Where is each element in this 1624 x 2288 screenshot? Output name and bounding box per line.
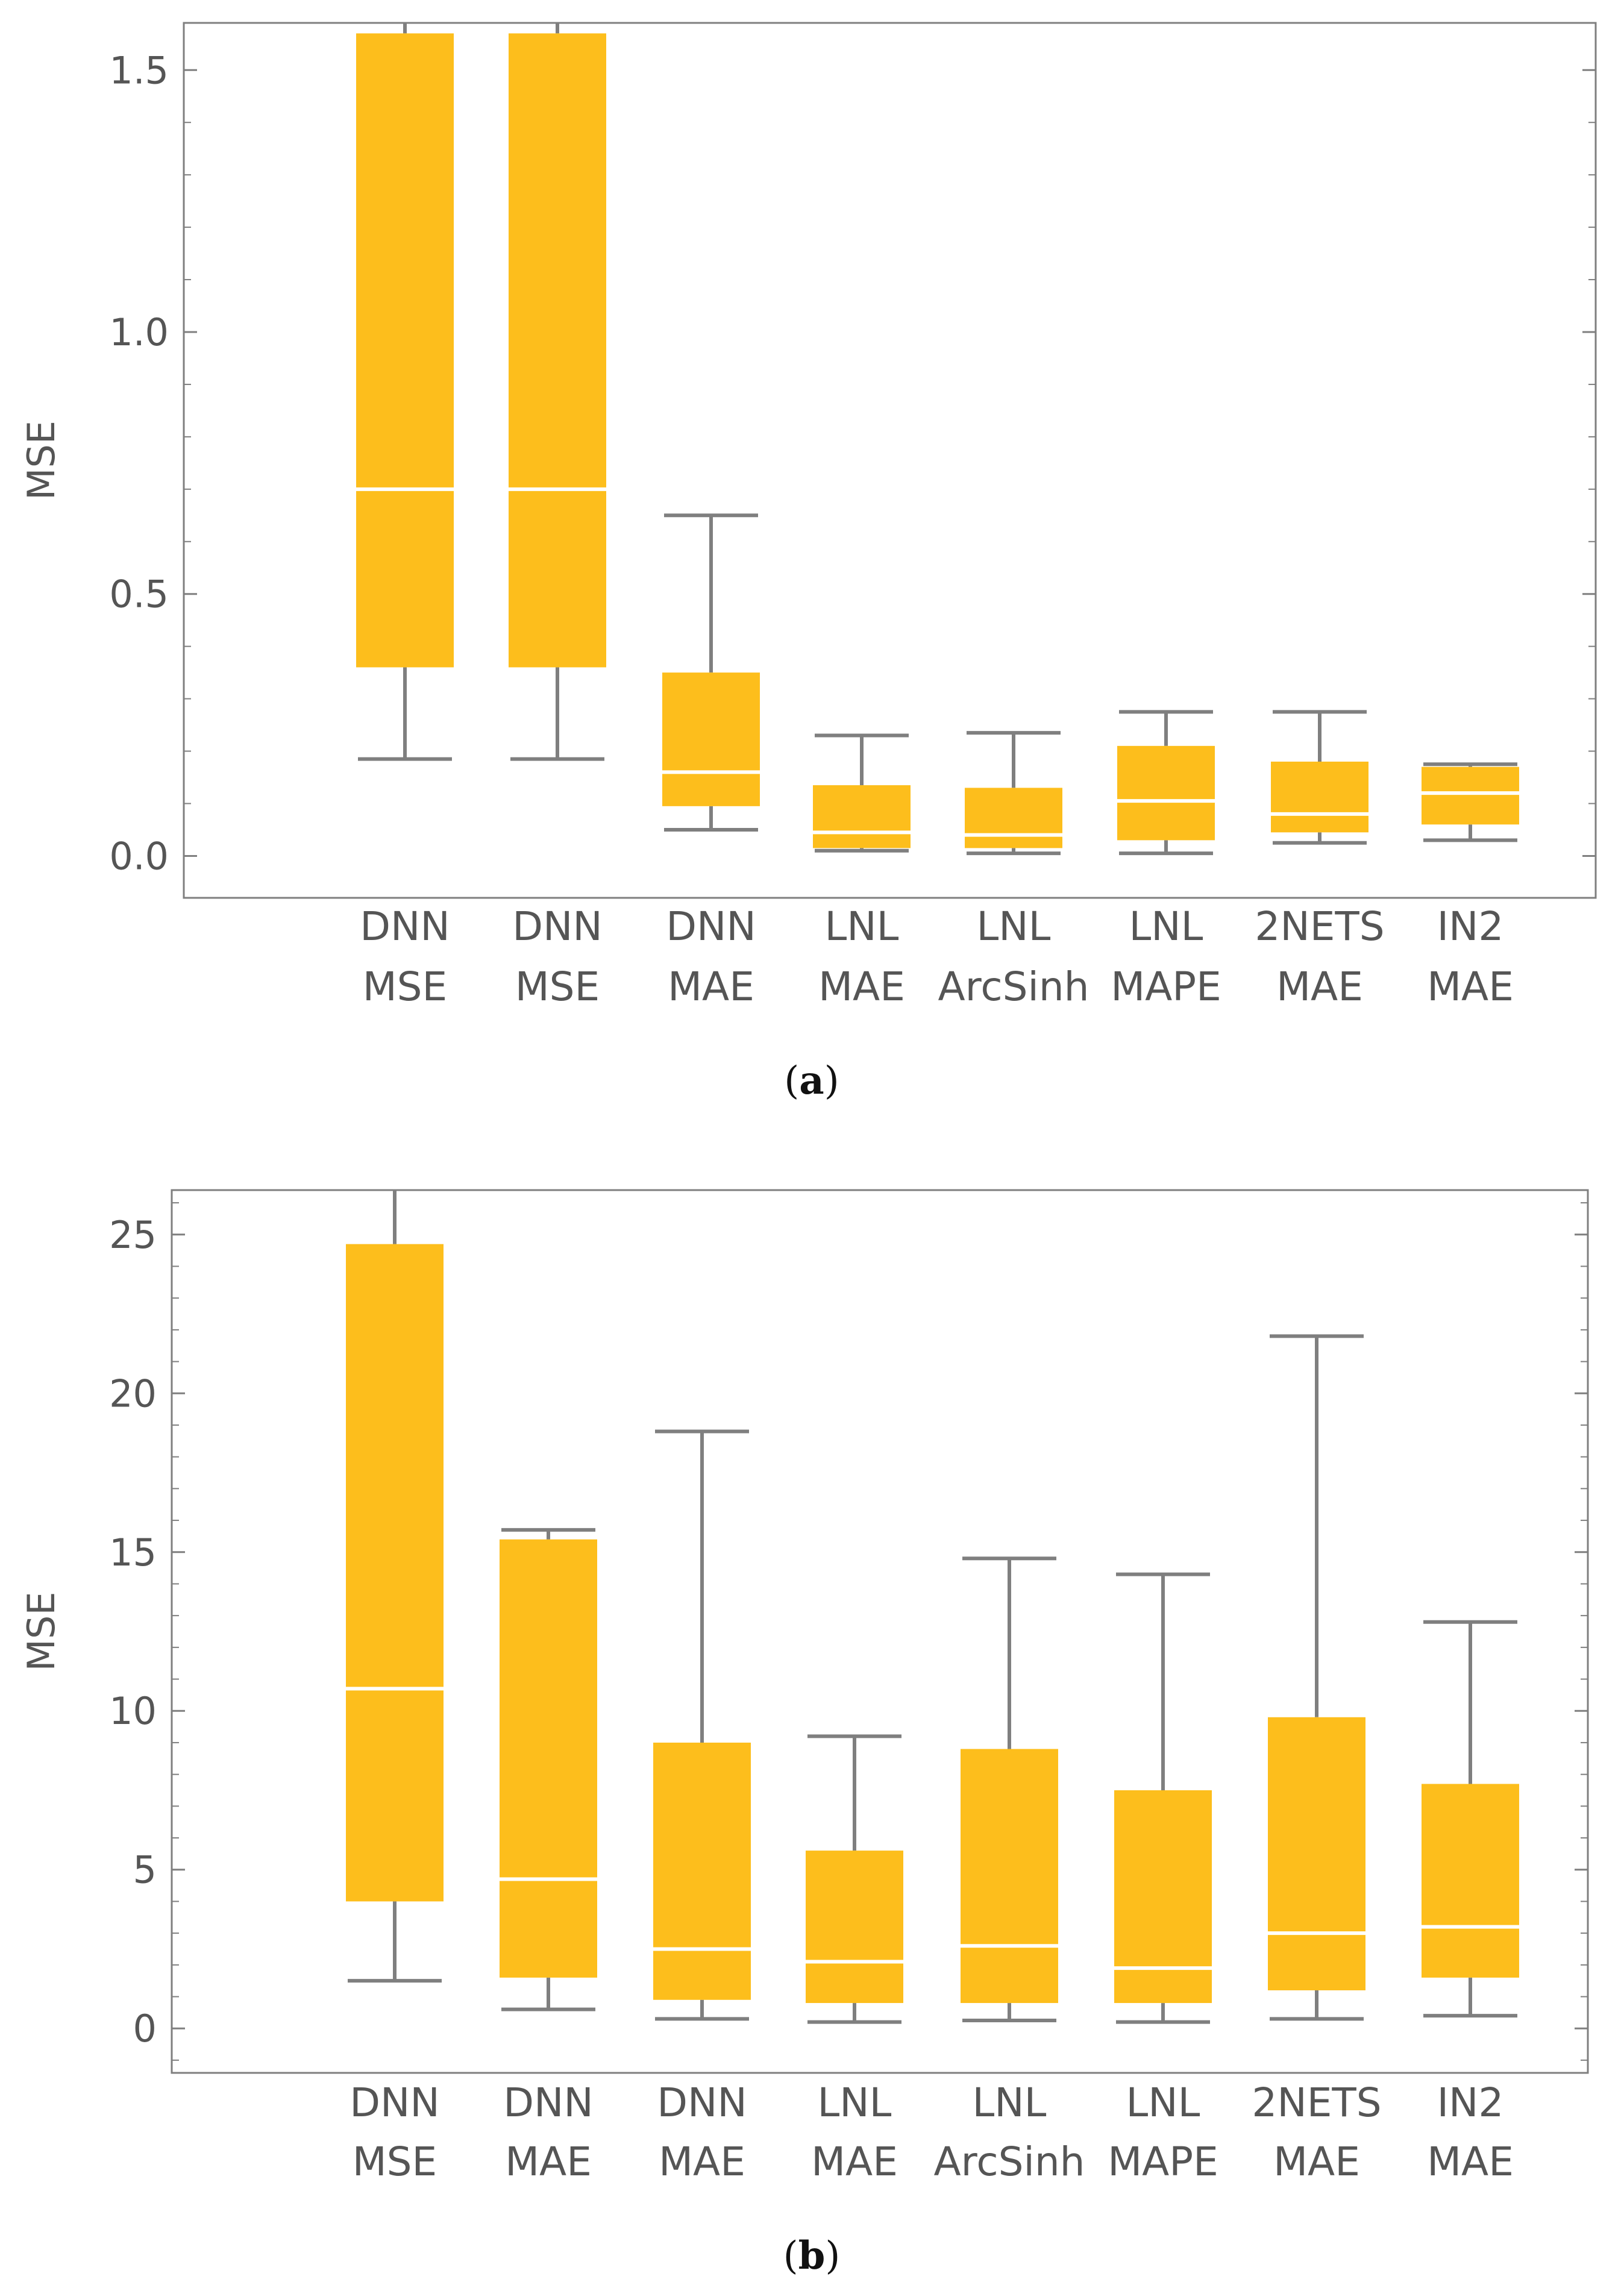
box-iqr — [509, 33, 606, 668]
category-label-line1: 2NETS — [1252, 2080, 1381, 2126]
box-2 — [509, 23, 606, 761]
category-label-line1: IN2 — [1437, 903, 1504, 950]
box-1 — [356, 23, 454, 761]
category-label-line1: LNL — [818, 2080, 892, 2126]
y-tick-label: 1.0 — [109, 310, 169, 354]
category-label-line1: LNL — [973, 2080, 1047, 2126]
category-label-line2: MAE — [659, 2139, 745, 2185]
box-iqr — [1117, 745, 1215, 841]
category-label-line2: MAPE — [1108, 2139, 1218, 2185]
caption-letter: a — [799, 1058, 824, 1103]
panel-caption: (a) — [784, 1058, 839, 1103]
category-label-line2: MSE — [363, 964, 448, 1010]
caption-letter: b — [798, 2233, 826, 2278]
category-label-line2: MAE — [668, 964, 754, 1010]
box-6 — [1114, 1572, 1212, 2024]
category-label-line1: DNN — [666, 903, 756, 950]
category-label-line2: MAE — [1427, 964, 1514, 1010]
y-axis-label: MSE — [19, 421, 63, 500]
category-label-line1: DNN — [360, 903, 450, 950]
panel-b-box-plot: 0 5 10 15 20 25 MSE DNN MSE DNN MAE DNN MAE LNL MAE LNL… — [19, 1189, 1589, 2278]
box-7 — [1271, 710, 1368, 845]
category-label-line1: LNL — [825, 903, 899, 950]
panel-a-box-plot: 0.0 0.5 1.0 1.5 MSE DNN MSE DNN MSE DNN MAE LNL MAE L… — [19, 22, 1597, 1103]
category-label-line2: MAE — [1427, 2139, 1514, 2185]
caption-open-paren: ( — [784, 1059, 799, 1103]
box-iqr — [346, 1244, 444, 1902]
category-label-line2: MAE — [1276, 964, 1363, 1010]
category-label-line2: MAE — [1273, 2139, 1360, 2185]
box-iqr — [653, 1742, 751, 2000]
box-iqr — [961, 1749, 1058, 2004]
box-4 — [813, 733, 911, 853]
box-iqr — [1271, 761, 1368, 833]
y-tick-label: 1.5 — [109, 48, 169, 92]
category-label-line2: ArcSinh — [933, 2139, 1085, 2185]
category-label-line1: IN2 — [1437, 2080, 1504, 2126]
box-iqr — [356, 33, 454, 668]
y-tick-label: 0.5 — [109, 572, 169, 616]
box-iqr — [1422, 1784, 1519, 1978]
category-label-line2: MAE — [811, 2139, 898, 2185]
plot-frame — [171, 1189, 1589, 2074]
caption-close-paren: ) — [825, 2234, 840, 2278]
category-label-line1: DNN — [657, 2080, 747, 2126]
box-3 — [662, 513, 760, 832]
box-iqr — [1114, 1790, 1212, 2004]
box-6 — [1117, 710, 1215, 856]
category-label-line2: MAPE — [1111, 964, 1221, 1010]
y-tick-label: 0.0 — [109, 834, 169, 878]
category-label-line1: DNN — [503, 2080, 594, 2126]
category-label-line1: 2NETS — [1255, 903, 1384, 950]
caption-close-paren: ) — [824, 1059, 839, 1103]
y-tick-label: 25 — [109, 1213, 157, 1257]
y-tick-label: 20 — [109, 1371, 157, 1415]
category-label-line2: MAE — [505, 2139, 592, 2185]
box-iqr — [500, 1539, 597, 1978]
box-iqr — [1422, 766, 1519, 825]
category-label-line1: LNL — [977, 903, 1051, 950]
box-8 — [1422, 762, 1519, 842]
category-label-line1: LNL — [1126, 2080, 1200, 2126]
box-iqr — [813, 785, 911, 848]
y-tick-label: 15 — [109, 1531, 157, 1575]
box-iqr — [1268, 1717, 1365, 1990]
y-axis-label: MSE — [19, 1591, 63, 1671]
box-2 — [500, 1528, 597, 2011]
box-iqr — [662, 672, 760, 806]
plot-frame — [183, 22, 1597, 899]
caption-open-paren: ( — [783, 2234, 798, 2278]
box-4 — [806, 1734, 903, 2024]
panel-caption: (b) — [783, 2233, 841, 2278]
y-tick-label: 10 — [109, 1689, 157, 1733]
box-5 — [965, 731, 1062, 856]
y-tick-label: 5 — [133, 1848, 157, 1892]
category-label-line2: MSE — [515, 964, 600, 1010]
box-iqr — [965, 788, 1062, 848]
category-label-line2: MSE — [353, 2139, 437, 2185]
category-label-line1: DNN — [350, 2080, 440, 2126]
box-8 — [1422, 1620, 1519, 2018]
box-5 — [961, 1556, 1058, 2023]
box-iqr — [806, 1851, 903, 2004]
category-label-line2: MAE — [818, 964, 905, 1010]
category-label-line1: DNN — [512, 903, 603, 950]
category-label-line1: LNL — [1129, 903, 1203, 950]
box-3 — [653, 1429, 751, 2021]
box-7 — [1268, 1334, 1365, 2021]
category-label-line2: ArcSinh — [938, 964, 1089, 1010]
y-tick-label: 0 — [133, 2007, 157, 2051]
box-1 — [346, 1190, 444, 1983]
